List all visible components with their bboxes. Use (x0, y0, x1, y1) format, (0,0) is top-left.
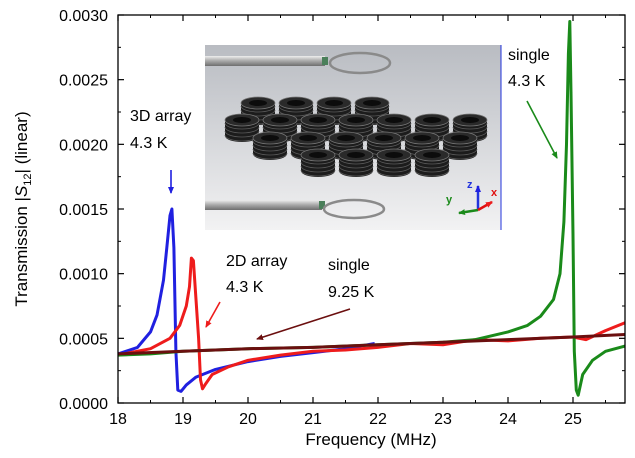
axis-y-label: y (446, 194, 453, 206)
annotation-single-9k: single 9.25 K (256, 257, 375, 341)
y-tick-label: 0.0020 (59, 137, 108, 154)
series-line-1 (118, 256, 625, 391)
annotation-2d-array-line1: 2D array (226, 253, 287, 270)
annotation-single-4k-line1: single (508, 47, 550, 64)
bottom-probe (205, 198, 386, 220)
x-tick-label: 24 (499, 411, 517, 428)
annotation-3d-array: 3D array 4.3 K (130, 108, 191, 194)
y-tick-label: 0.0010 (59, 267, 108, 284)
y-tick-label: 0.0005 (59, 331, 108, 348)
coil-resonator (338, 148, 374, 177)
annotation-single-9k-line2: 9.25 K (328, 284, 375, 301)
coil-resonator (376, 148, 412, 177)
y-tick-label: 0.0030 (59, 8, 108, 25)
inset-render: z y x (205, 45, 502, 230)
coil-resonator (414, 148, 450, 177)
coil-array (224, 96, 488, 177)
x-tick-label: 21 (304, 411, 322, 428)
x-tick-label: 23 (434, 411, 452, 428)
top-probe (205, 51, 392, 75)
annotation-single-4k: single 4.3 K (508, 47, 558, 159)
x-tick-label: 19 (174, 411, 192, 428)
annotation-2d-array-line2: 4.3 K (226, 279, 264, 296)
x-tick-label: 25 (564, 411, 582, 428)
y-axis-title: Transmission |S12| (linear) (12, 111, 34, 306)
axis-triad: z y x (446, 179, 498, 216)
annotation-single-9k-arrow (256, 308, 351, 341)
annotation-2d-array-arrow (205, 301, 221, 328)
series-group (118, 20, 625, 397)
y-tick-label: 0.0025 (59, 73, 108, 90)
annotation-single-9k-line1: single (328, 257, 370, 274)
axis-ticks: 18 19 20 21 22 23 24 25 0.0000 0.0005 0.0010 0.0015… (59, 8, 625, 428)
y-tick-label: 0.0015 (59, 202, 108, 219)
coil-resonator (224, 113, 260, 142)
x-tick-label: 18 (109, 411, 127, 428)
annotation-single-4k-arrow (526, 100, 558, 159)
y-tick-label: 0.0000 (59, 396, 108, 413)
coil-resonator (300, 148, 336, 177)
annotation-2d-array: 2D array 4.3 K (205, 253, 287, 328)
annotation-3d-array-line1: 3D array (130, 108, 191, 125)
x-axis-title: Frequency (MHz) (305, 430, 436, 449)
annotation-3d-array-line2: 4.3 K (130, 135, 168, 152)
x-tick-label: 22 (369, 411, 387, 428)
annotation-single-4k-line2: 4.3 K (508, 73, 546, 90)
series-line-3 (118, 333, 625, 356)
x-tick-label: 20 (239, 411, 257, 428)
coil-resonator (252, 131, 288, 160)
coil-resonator (442, 131, 478, 160)
axis-x-label: x (491, 187, 498, 199)
axis-z-label: z (467, 179, 473, 191)
